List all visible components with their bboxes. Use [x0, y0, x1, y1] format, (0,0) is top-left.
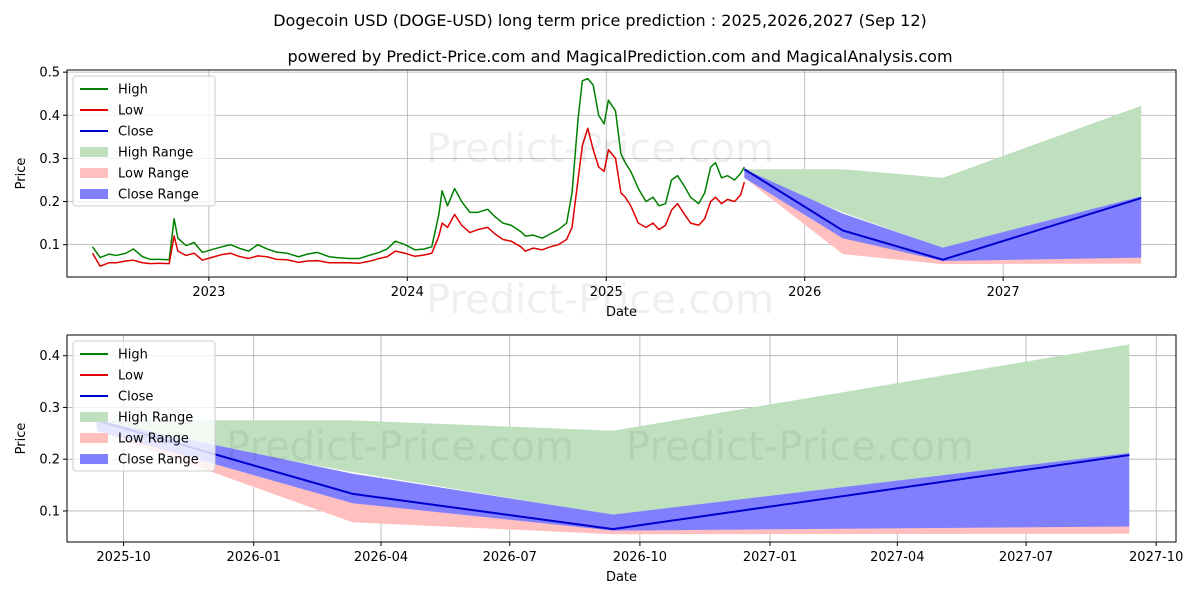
- low-range-band: [96, 428, 1130, 535]
- legend-swatch-patch: [80, 168, 108, 178]
- legend-label: Low: [118, 104, 144, 119]
- x-tick-label: 2027-07: [999, 550, 1053, 565]
- close-forecast-line: [96, 419, 1130, 531]
- close-range-band: [744, 169, 1142, 262]
- legend-box: [72, 75, 216, 207]
- x-tick-label: 2027-10: [1129, 550, 1183, 565]
- legend-label: Low: [118, 369, 144, 384]
- y-tick-label: 0.4: [39, 349, 60, 364]
- panel-long-term: Predict-Price.com Predict-Price.com 2023 20…: [14, 66, 1177, 323]
- chart-title: Dogecoin USD (DOGE-USD) long term price …: [273, 11, 927, 30]
- y-tick-label: 0.2: [39, 453, 60, 468]
- x-tick-label: 2026-10: [613, 550, 667, 565]
- legend-label: High Range: [118, 411, 193, 426]
- x-tick-label: 2026-07: [483, 550, 537, 565]
- legend-label: High Range: [118, 146, 193, 161]
- legend-label: Low Range: [118, 432, 189, 447]
- watermark-text: Predict-Price.com: [626, 424, 974, 470]
- legend-swatch-patch: [80, 189, 108, 199]
- legend: High Low Close High Range Low Range Close Ran…: [72, 340, 216, 472]
- high-line: [91, 77, 746, 261]
- chart-subtitle: powered by Predict-Price.com and Magical…: [287, 47, 952, 66]
- x-tick-label: 2023: [192, 285, 225, 300]
- x-tick-label: 2025: [590, 285, 623, 300]
- legend-label: High: [118, 348, 148, 363]
- axes-frame: [66, 69, 1177, 278]
- legend-swatch-patch: [80, 454, 108, 464]
- legend-label: Close Range: [118, 453, 199, 468]
- x-tick-label: 2026-01: [227, 550, 281, 565]
- y-axis-label: Price: [14, 423, 29, 455]
- legend-label: Low Range: [118, 167, 189, 182]
- high-range-band: [96, 344, 1130, 516]
- watermark-text: Predict-Price.com: [426, 277, 774, 323]
- axes-frame: [66, 334, 1177, 543]
- legend-swatch-patch: [80, 412, 108, 422]
- high-range-band: [744, 105, 1142, 249]
- y-tick-label: 0.5: [39, 66, 60, 81]
- y-tick-label: 0.4: [39, 109, 60, 124]
- x-tick-label: 2025-10: [96, 550, 150, 565]
- legend-swatch-patch: [80, 433, 108, 443]
- y-tick-label: 0.1: [39, 504, 60, 519]
- y-tick-label: 0.3: [39, 152, 60, 167]
- x-tick-label: 2027: [987, 285, 1020, 300]
- low-range-band: [744, 175, 1142, 265]
- legend-label: Close: [118, 390, 153, 405]
- x-axis-label: Date: [606, 570, 637, 585]
- legend-label: High: [118, 83, 148, 98]
- y-axis-label: Price: [14, 158, 29, 190]
- x-tick-label: 2026: [788, 285, 821, 300]
- y-tick-label: 0.2: [39, 195, 60, 210]
- y-tick-label: 0.3: [39, 401, 60, 416]
- x-tick-label: 2027-04: [870, 550, 924, 565]
- legend-box: [72, 340, 216, 472]
- close-forecast-line: [743, 168, 1142, 261]
- x-axis-label: Date: [606, 305, 637, 320]
- watermark-text: Predict-Price.com: [426, 126, 774, 172]
- watermark-text: Predict-Price.com: [226, 424, 574, 470]
- legend: High Low Close High Range Low Range Close Ran…: [72, 75, 216, 207]
- x-tick-label: 2026-04: [354, 550, 408, 565]
- panel-forecast-zoom: Predict-Price.com Predict-Price.com 2025-1…: [14, 334, 1183, 585]
- legend-label: Close: [118, 125, 153, 140]
- x-tick-label: 2024: [391, 285, 424, 300]
- x-tick-label: 2027-01: [743, 550, 797, 565]
- close-range-band: [96, 420, 1130, 531]
- low-line: [91, 127, 746, 267]
- y-tick-label: 0.1: [39, 238, 60, 253]
- legend-label: Close Range: [118, 188, 199, 203]
- legend-swatch-patch: [80, 147, 108, 157]
